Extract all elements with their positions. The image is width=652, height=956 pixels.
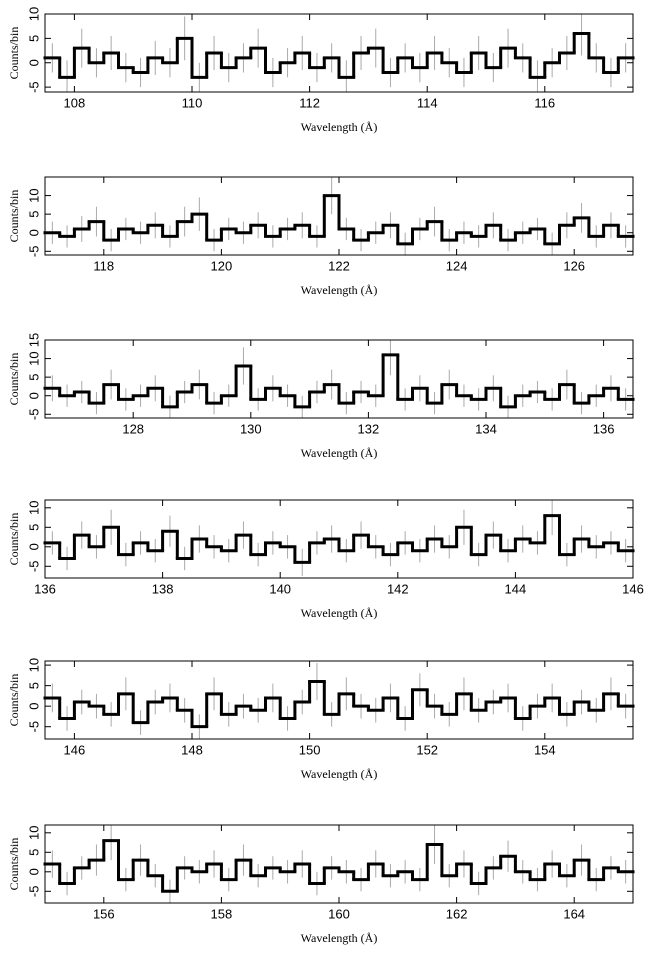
y-axis-label: Counts/bin [7, 190, 21, 243]
y-tick-label: 10 [26, 826, 41, 840]
x-tick-label: 134 [475, 421, 497, 436]
x-tick-label: 128 [122, 421, 144, 436]
panel: 128 130 132 134 136 -5 0 5 10 15 Wavelength (Å) Cou… [7, 333, 635, 460]
x-tick-label: 164 [563, 906, 585, 921]
y-tick-label: 5 [26, 849, 41, 856]
y-tick-label: 10 [26, 188, 41, 202]
plot-frame [44, 13, 634, 93]
y-axis-label: Counts/bin [7, 353, 21, 406]
y-tick-label: 5 [26, 211, 41, 218]
y-axis-label: Counts/bin [7, 838, 21, 891]
y-tick-label: 0 [26, 392, 41, 399]
x-axis-label: Wavelength (Å) [301, 120, 378, 134]
x-tick-label: 136 [34, 581, 56, 596]
y-tick-label: 5 [26, 35, 41, 42]
x-tick-label: 114 [417, 95, 438, 110]
y-tick-label: 10 [26, 7, 41, 21]
y-tick-label: 0 [26, 543, 41, 550]
x-tick-label: 150 [299, 742, 321, 757]
x-axis-label: Wavelength (Å) [301, 606, 378, 620]
x-axis-label: Wavelength (Å) [301, 283, 378, 297]
panel: 156 158 160 162 164 -5 0 5 10 Wavelength (Å) Count… [7, 824, 635, 945]
x-tick-label: 146 [64, 742, 86, 757]
x-tick-label: 124 [446, 258, 468, 273]
y-axis-label: Counts/bin [7, 674, 21, 727]
x-tick-label: 162 [446, 906, 468, 921]
y-tick-label: -5 [26, 409, 41, 421]
plot-frame [44, 660, 634, 740]
x-tick-label: 120 [211, 258, 233, 273]
x-tick-label: 160 [328, 906, 350, 921]
x-tick-label: 110 [182, 95, 203, 110]
plot-frame [44, 499, 634, 579]
x-tick-label: 142 [387, 581, 409, 596]
y-tick-label: 5 [26, 524, 41, 531]
y-tick-label: -5 [26, 886, 41, 898]
x-tick-label: 112 [299, 95, 320, 110]
x-tick-label: 108 [64, 95, 86, 110]
x-axis-label: Wavelength (Å) [301, 446, 378, 460]
y-tick-label: 10 [26, 501, 41, 515]
y-tick-label: 0 [26, 703, 41, 710]
x-tick-label: 116 [534, 95, 555, 110]
x-tick-label: 158 [211, 906, 233, 921]
y-tick-label: 5 [26, 374, 41, 381]
x-tick-label: 152 [416, 742, 438, 757]
x-tick-label: 148 [181, 742, 203, 757]
x-axis-label: Wavelength (Å) [301, 767, 378, 781]
x-tick-label: 154 [534, 742, 556, 757]
y-tick-label: 0 [26, 59, 41, 66]
y-tick-label: -5 [26, 246, 41, 258]
x-tick-label: 130 [240, 421, 262, 436]
x-tick-label: 146 [622, 581, 644, 596]
y-tick-label: 10 [26, 351, 41, 365]
y-tick-label: 0 [26, 229, 41, 236]
panel: 108 110 112 114 116 -5 0 5 10 Wavelength (Å) Count… [7, 7, 635, 134]
x-tick-label: 132 [358, 421, 380, 436]
y-axis-label: Counts/bin [7, 27, 21, 80]
y-axis-label: Counts/bin [7, 513, 21, 566]
plot-frame [44, 339, 634, 419]
x-tick-label: 140 [269, 581, 291, 596]
y-tick-label: 15 [26, 333, 41, 347]
panel: 118 120 122 124 126 -5 0 5 10 Wavelength (Å) Count… [7, 176, 635, 297]
panel: 136 138 140 142 144 146 -5 0 5 10 Wavelength (Å) Co… [7, 499, 644, 620]
y-tick-label: -5 [26, 721, 41, 733]
x-tick-label: 126 [563, 258, 585, 273]
panel: 146 148 150 152 154 -5 0 5 10 Wavelength (Å) Count… [7, 658, 635, 781]
y-tick-label: 0 [26, 868, 41, 875]
x-tick-label: 144 [505, 581, 527, 596]
x-tick-label: 118 [93, 258, 114, 273]
x-tick-label: 156 [93, 906, 115, 921]
y-tick-label: -5 [26, 561, 41, 573]
x-axis-label: Wavelength (Å) [301, 931, 378, 945]
x-tick-label: 138 [152, 581, 174, 596]
x-tick-label: 136 [593, 421, 615, 436]
y-tick-label: -5 [26, 81, 41, 93]
y-tick-label: 10 [26, 658, 41, 672]
x-tick-label: 122 [328, 258, 350, 273]
y-tick-label: 5 [26, 682, 41, 689]
